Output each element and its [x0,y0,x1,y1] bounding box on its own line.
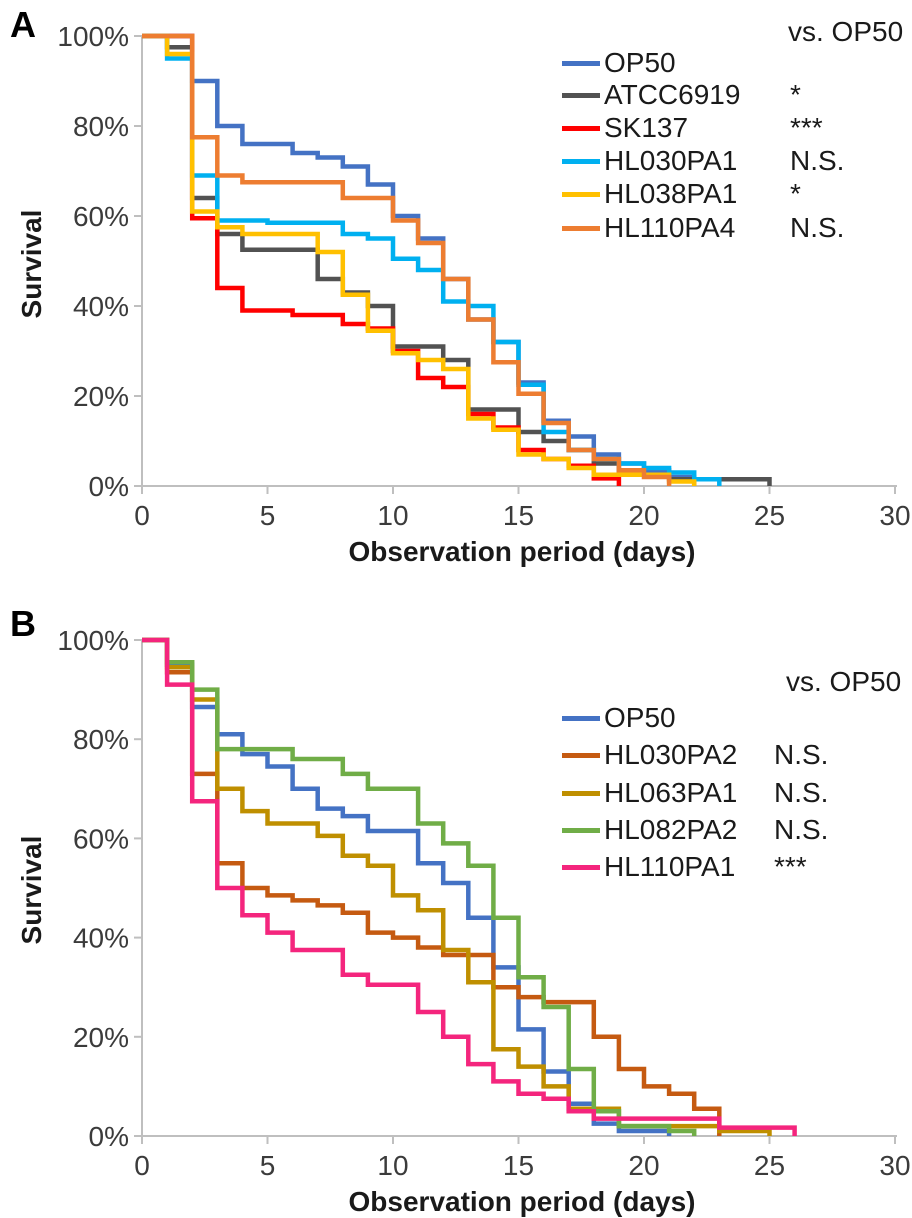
series-curve-hl038pa1 [142,33,697,486]
legend-row-hl110pa1: HL110PA1 *** [562,851,910,883]
legend-label-hl110pa1: HL110PA1 [604,851,736,882]
series-curve-hl082pa2 [142,637,697,1136]
legend-label-hl038pa1: HL038PA1 [604,178,738,209]
series-curve-hl030pa2 [142,637,722,1136]
y-tick-label: 80% [73,111,129,142]
legend-label-op50-a: OP50 [604,47,676,78]
legend-header-a: vs. OP50 [788,16,904,47]
legend-line-hl110pa1 [562,864,600,870]
x-tick-label: 20 [628,1150,659,1181]
legend-label-hl063pa1: HL063PA1 [604,777,738,808]
legend-significance-atcc6919: * [790,79,801,110]
legend-row-sk137: SK137 *** [562,112,910,144]
legend-significance-sk137: *** [790,112,823,143]
legend-line-hl110pa4 [562,225,600,231]
legend-row-hl063pa1: HL063PA1 N.S. [562,777,910,809]
legend-line-hl063pa1 [562,790,600,796]
series-curve-hl110pa4 [142,33,672,486]
series-curve-hl110pa1 [142,637,797,1136]
legend-row-hl110pa4: HL110PA4 N.S. [562,212,910,244]
x-tick-label: 15 [503,500,534,531]
legend-significance-hl063pa1: N.S. [774,777,829,808]
x-tick-label: 25 [754,500,785,531]
y-tick-label: 40% [73,291,129,322]
legend-significance-hl110pa1: *** [774,851,807,882]
legend-significance-hl030pa2: N.S. [774,739,829,770]
panel-b-label: B [10,603,36,644]
panel-b-plot: 0 5 10 15 20 25 30 100% 80% 60% 40% 20% 0% [57,625,910,1181]
x-tick-label: 30 [879,500,910,531]
legend-label-sk137: SK137 [604,112,689,143]
legend-line-op50-b [562,715,600,721]
legend-label-atcc6919: ATCC6919 [604,79,741,110]
legend-row-hl030pa1: HL030PA1 N.S. [562,145,910,177]
series-curve-sk137 [142,33,622,486]
legend-row-op50-b: OP50 [562,702,910,734]
legend-header-b: vs. OP50 [786,666,902,697]
x-axis-title-a: Observation period (days) [348,536,696,567]
legend-label-op50-b: OP50 [604,702,676,733]
legend-row-op50-a: OP50 [562,47,910,79]
y-tick-label: 20% [73,1022,129,1053]
y-tick-label: 40% [73,923,129,954]
y-tick-label: 0% [89,471,129,502]
legend-line-hl038pa1 [562,191,600,197]
legend-row-hl030pa2: HL030PA2 N.S. [562,739,910,771]
legend-row-hl038pa1: HL038PA1 * [562,178,910,210]
y-tick-label: 80% [73,724,129,755]
legend-significance-hl030pa1: N.S. [790,145,845,176]
x-tick-label: 10 [377,1150,408,1181]
y-tick-label: 0% [89,1121,129,1152]
x-tick-label: 20 [628,500,659,531]
legend-significance-hl038pa1: * [790,178,801,209]
x-tick-label: 0 [134,500,150,531]
y-axis-title-b: Survival [16,835,47,945]
legend-row-atcc6919: ATCC6919 * [562,79,910,111]
x-tick-label: 25 [754,1150,785,1181]
y-tick-label: 60% [73,201,129,232]
legend-significance-hl110pa4: N.S. [790,212,845,243]
y-axis-title-a: Survival [16,209,47,319]
y-tick-label: 60% [73,823,129,854]
legend-label-hl030pa2: HL030PA2 [604,739,738,770]
legend-line-hl030pa2 [562,752,600,758]
x-tick-label: 10 [377,500,408,531]
legend-line-sk137 [562,125,600,131]
legend-label-hl030pa1: HL030PA1 [604,145,738,176]
legend-label-hl110pa4: HL110PA4 [604,212,736,243]
legend-line-hl030pa1 [562,158,600,164]
x-axis-title-b: Observation period (days) [348,1186,696,1217]
legend-row-hl082pa2: HL082PA2 N.S. [562,814,910,846]
legend-line-op50-a [562,60,600,66]
x-tick-label: 30 [879,1150,910,1181]
legend-significance-hl082pa2: N.S. [774,814,829,845]
x-tick-label: 15 [503,1150,534,1181]
y-tick-label: 100% [57,21,129,52]
x-tick-label: 0 [134,1150,150,1181]
legend-line-atcc6919 [562,92,600,98]
y-tick-label: 100% [57,625,129,656]
panel-a-label: A [10,4,36,45]
x-tick-label: 5 [260,1150,276,1181]
y-tick-label: 20% [73,381,129,412]
panel-a-plot: 0 5 10 15 20 25 30 100% 80% 60% 40% 20% 0% [57,21,910,531]
x-tick-label: 5 [260,500,276,531]
legend-label-hl082pa2: HL082PA2 [604,814,738,845]
legend-line-hl082pa2 [562,827,600,833]
